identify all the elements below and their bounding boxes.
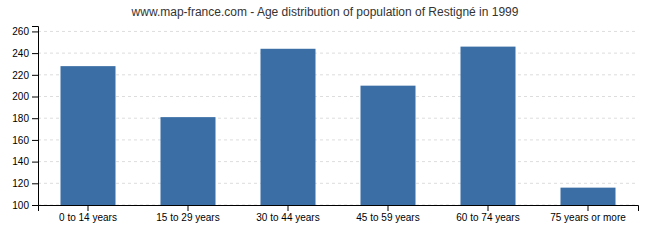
x-tick: 15 to 29 years: [156, 205, 219, 223]
grid-line: [38, 118, 638, 119]
title: www.map-france.com - Age distribution of…: [131, 5, 519, 19]
y-tick: 240: [12, 48, 38, 59]
x-tick: 0 to 14 years: [59, 205, 117, 223]
bar: [461, 47, 516, 205]
x-tick: 30 to 44 years: [256, 205, 319, 223]
y-tick-label: 260: [12, 26, 29, 37]
x-tick-mark: [588, 205, 589, 211]
grid-line: [38, 31, 638, 32]
grid-line: [38, 161, 638, 162]
y-tick: 120: [12, 178, 38, 189]
y-tick-label: 200: [12, 91, 29, 102]
x-tick-label: 75 years or more: [550, 212, 626, 223]
y-tick-mark: [32, 53, 38, 54]
x-tick: 60 to 74 years: [456, 205, 519, 223]
y-tick-mark: [32, 183, 38, 184]
x-tick-label: 45 to 59 years: [356, 212, 419, 223]
y-tick: 200: [12, 91, 38, 102]
y-tick-mark: [32, 140, 38, 141]
grid-line: [38, 183, 638, 184]
y-tick-mark: [32, 205, 38, 206]
grid-line: [38, 139, 638, 140]
y-tick-label: 180: [12, 113, 29, 124]
bar: [61, 66, 116, 205]
y-tick-mark: [32, 75, 38, 76]
y-tick-label: 140: [12, 156, 29, 167]
y-tick-label: 160: [12, 135, 29, 146]
bar: [361, 86, 416, 205]
x-tick: 45 to 59 years: [356, 205, 419, 223]
x-tick-mark: [288, 205, 289, 211]
y-tick: 220: [12, 70, 38, 81]
bar: [261, 49, 316, 205]
x-tick-mark: [188, 205, 189, 211]
y-tick-mark: [32, 97, 38, 98]
y-tick-mark: [32, 162, 38, 163]
y-tick: 100: [12, 200, 38, 211]
page: {"chart_data": {"type": "bar", "title": …: [0, 0, 650, 229]
y-tick-mark: [32, 31, 38, 32]
y-tick-label: 100: [12, 200, 29, 211]
x-tick-label: 60 to 74 years: [456, 212, 519, 223]
y-tick: 140: [12, 156, 38, 167]
grid: [38, 31, 638, 205]
y-tick-label: 120: [12, 178, 29, 189]
y-axis-line: [32, 27, 39, 206]
grid-line: [38, 96, 638, 97]
y-tick: 180: [12, 113, 38, 124]
x-tick: 75 years or more: [550, 205, 626, 223]
y-tick-label: 220: [12, 70, 29, 81]
x-axis-line: [39, 206, 639, 212]
x-tick-label: 0 to 14 years: [59, 212, 117, 223]
x-tick-label: 30 to 44 years: [256, 212, 319, 223]
grid-line: [38, 53, 638, 54]
bar: [561, 188, 616, 205]
y-tick-mark: [32, 118, 38, 119]
x-axis: 0 to 14 years 15 to 29 years 30 to 44 year…: [39, 205, 639, 223]
chart: www.map-france.com - Age distribution of…: [0, 0, 650, 229]
y-tick-label: 240: [12, 48, 29, 59]
grid-line: [38, 74, 638, 75]
y-axis: 100 120 140 160 180 200 220 240 260: [12, 26, 38, 211]
plot: 100 120 140 160 180 200 220 240 260 0 to 14 years…: [12, 26, 638, 223]
x-tick-mark: [488, 205, 489, 211]
x-tick-mark: [88, 205, 89, 211]
bars: [61, 47, 616, 205]
x-tick-label: 15 to 29 years: [156, 212, 219, 223]
y-tick: 160: [12, 135, 38, 146]
x-tick-mark: [388, 205, 389, 211]
bar: [161, 117, 216, 205]
y-tick: 260: [12, 26, 38, 37]
